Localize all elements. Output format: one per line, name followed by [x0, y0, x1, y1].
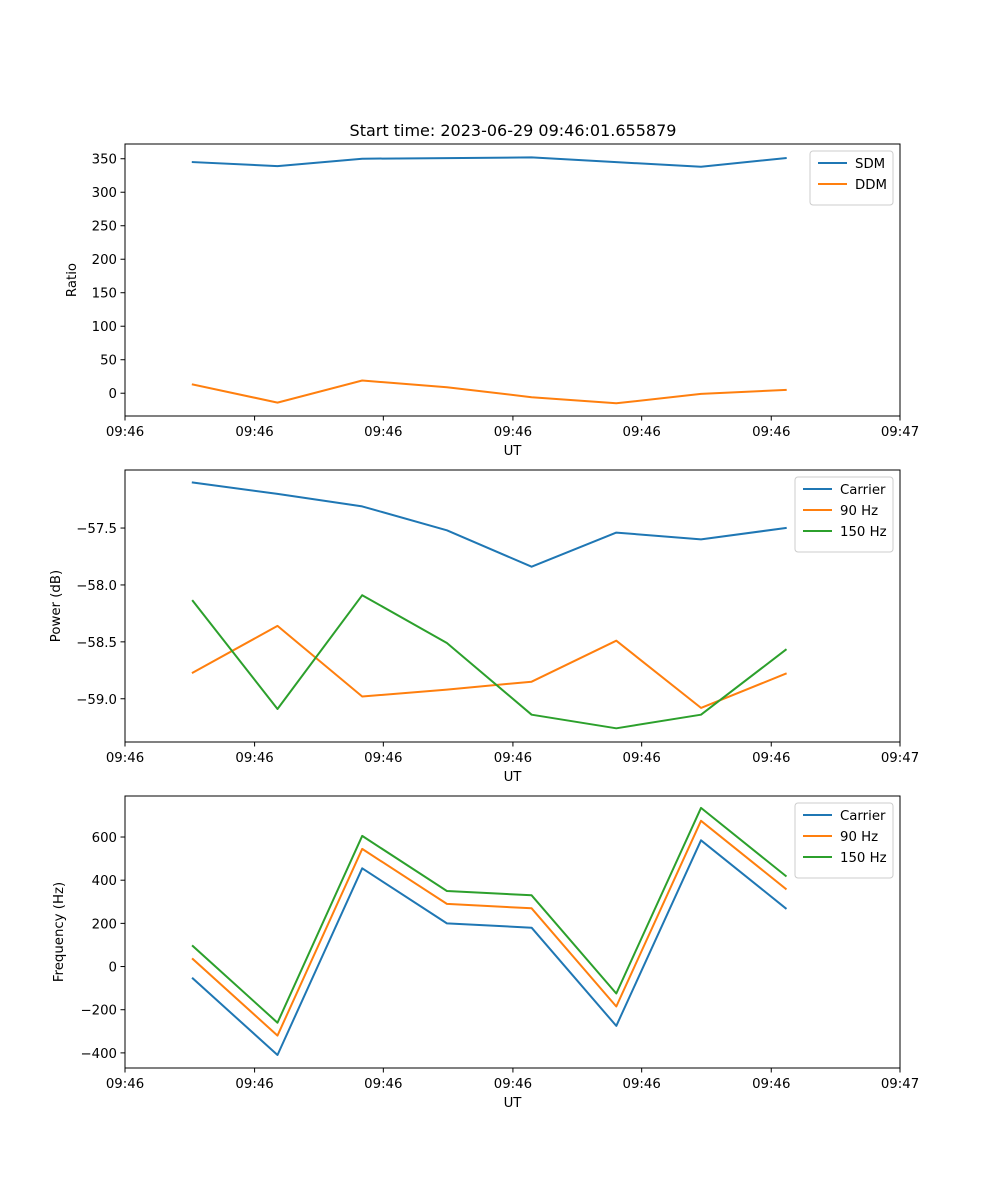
legend-label: 150 Hz: [840, 525, 887, 540]
y-tick-label: 600: [92, 831, 117, 846]
subplot-2: 09:46 09:46 09:46 09:46 09:46 09:46 09:47 −59.0…: [49, 469, 919, 785]
legend-label: Carrier: [840, 809, 886, 824]
plot-area-frame: [124, 469, 901, 743]
x-tick-label: 09:46: [235, 1077, 273, 1092]
y-tick-label: 150: [92, 287, 117, 302]
legend-frame: [809, 150, 894, 206]
x-tick-label: 09:46: [623, 1077, 661, 1092]
legend: Carrier 90 Hz 150 Hz: [794, 802, 894, 879]
x-tick-label: 09:46: [494, 425, 532, 440]
x-tick-label: 09:46: [106, 751, 144, 766]
y-tick-label: 300: [92, 186, 117, 201]
x-tick-label: 09:46: [752, 751, 790, 766]
plot-area-frame: [124, 143, 901, 417]
legend-frame: [794, 476, 894, 553]
series-line-150-hz: [191, 594, 788, 730]
x-tick-label: 09:46: [494, 751, 532, 766]
y-tick-label: 400: [92, 874, 117, 889]
y-tick-label: 200: [92, 917, 117, 932]
x-tick-label: 09:46: [364, 425, 402, 440]
x-axis-label: UT: [504, 444, 523, 459]
series-line-150-hz: [191, 806, 788, 1024]
y-tick-label: 0: [109, 387, 117, 402]
y-axis-label: Ratio: [65, 263, 80, 297]
y-axis-label: Power (dB): [49, 570, 64, 642]
x-tick-label: 09:46: [235, 425, 273, 440]
legend-label: 90 Hz: [840, 504, 878, 519]
y-tick-label: −57.5: [76, 522, 117, 537]
y-tick-label: −400: [80, 1047, 117, 1062]
series-line-ddm: [191, 379, 787, 405]
legend: SDM DDM: [809, 150, 894, 206]
legend: Carrier 90 Hz 150 Hz: [794, 476, 894, 553]
x-tick-label: 09:46: [364, 1077, 402, 1092]
x-axis-label: UT: [504, 1096, 523, 1111]
x-tick-label: 09:46: [106, 425, 144, 440]
x-tick-label: 09:47: [881, 425, 919, 440]
x-tick-label: 09:46: [106, 1077, 144, 1092]
y-tick-label: 0: [109, 961, 117, 976]
y-tick-label: 350: [92, 153, 117, 168]
y-tick-label: 50: [100, 354, 117, 369]
subplot-1: 09:46 09:46 09:46 09:46 09:46 09:46 09:47 0 50 10…: [65, 143, 919, 459]
series-line-sdm: [191, 156, 787, 168]
y-tick-label: −58.0: [76, 579, 117, 594]
y-tick-label: −58.5: [76, 636, 117, 651]
series-line-carrier: [191, 481, 787, 568]
x-tick-label: 09:46: [364, 751, 402, 766]
y-tick-label: −200: [80, 1004, 117, 1019]
legend-label: SDM: [855, 157, 885, 172]
plot-area-frame: [124, 795, 901, 1069]
legend-label: 90 Hz: [840, 830, 878, 845]
x-tick-label: 09:46: [235, 751, 273, 766]
x-tick-label: 09:46: [623, 751, 661, 766]
subplot-3: 09:46 09:46 09:46 09:46 09:46 09:46 09:47 −400 −…: [52, 795, 919, 1111]
x-tick-label: 09:46: [752, 1077, 790, 1092]
legend-frame: [794, 802, 894, 879]
series-line-carrier: [191, 839, 788, 1056]
y-tick-label: 200: [92, 253, 117, 268]
x-tick-label: 09:46: [494, 1077, 532, 1092]
y-tick-label: −59.0: [76, 693, 117, 708]
x-tick-label: 09:46: [623, 425, 661, 440]
series-line-90-hz: [191, 819, 788, 1037]
x-tick-label: 09:47: [881, 1077, 919, 1092]
legend-label: 150 Hz: [840, 851, 887, 866]
x-tick-label: 09:47: [881, 751, 919, 766]
x-axis-label: UT: [504, 770, 523, 785]
legend-label: Carrier: [840, 483, 886, 498]
subplots: 09:46 09:46 09:46 09:46 09:46 09:46 09:47 0 50 10…: [49, 143, 919, 1111]
y-axis-label: Frequency (Hz): [52, 882, 67, 982]
y-tick-label: 100: [92, 320, 117, 335]
x-tick-label: 09:46: [752, 425, 790, 440]
legend-label: DDM: [855, 178, 887, 193]
series-line-90-hz: [191, 624, 788, 709]
figure-title: Start time: 2023-06-29 09:46:01.655879: [350, 121, 677, 140]
y-tick-label: 250: [92, 220, 117, 235]
